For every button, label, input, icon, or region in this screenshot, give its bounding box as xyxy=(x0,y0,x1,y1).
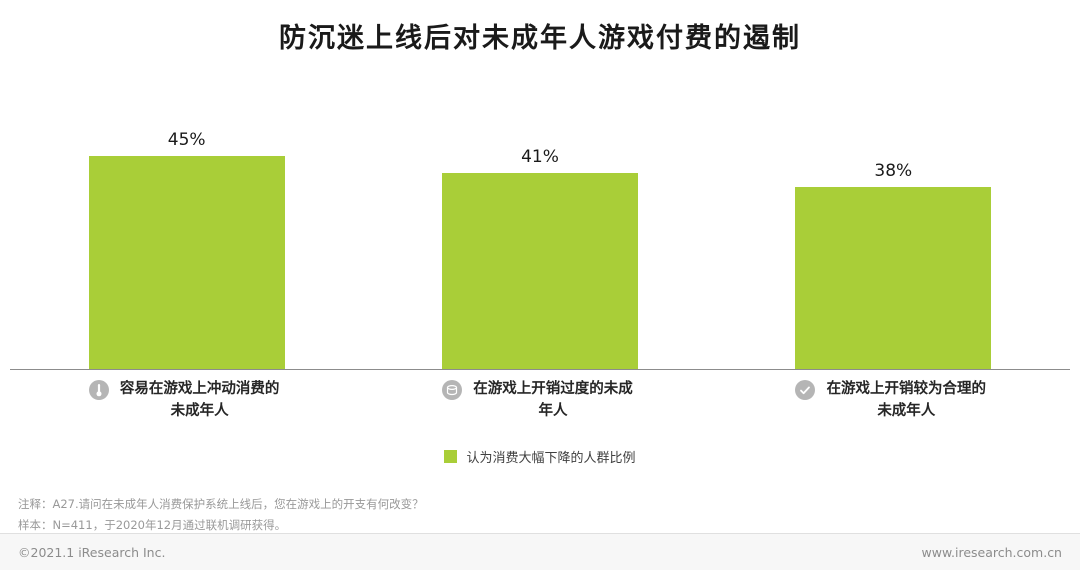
bar-group-2: 41% xyxy=(363,130,716,369)
legend-swatch xyxy=(444,450,458,463)
category-label: 在游戏上开销较为合理的未成年人 xyxy=(826,381,987,420)
chart-title: 防沉迷上线后对未成年人游戏付费的遏制 xyxy=(279,23,801,54)
category-2: 在游戏上开销过度的未成年人 xyxy=(363,378,716,423)
thermometer-icon xyxy=(88,380,109,400)
footnote-sample: 样本：N=411，于2020年12月通过联机调研获得。 xyxy=(18,518,287,533)
category-1: 容易在游戏上冲动消费的未成年人 xyxy=(10,378,363,423)
category-label: 容易在游戏上冲动消费的未成年人 xyxy=(119,381,280,420)
category-label: 在游戏上开销过度的未成年人 xyxy=(473,381,633,420)
plot-area: 45% 41% 38% xyxy=(10,130,1070,370)
footnotes: 注释：A27.请问在未成年人消费保护系统上线后，您在游戏上的开支有何改变？ 样本… xyxy=(18,494,1062,537)
bar-reasonable-spenders xyxy=(795,187,992,369)
bar-group-3: 38% xyxy=(717,130,1070,369)
legend-label: 认为消费大幅下降的人群比例 xyxy=(466,451,636,466)
bar-overspenders xyxy=(441,173,638,369)
bar-impulsive-spenders xyxy=(88,156,285,369)
website-link[interactable]: www.iresearch.com.cn xyxy=(921,544,1063,560)
bar-group-1: 45% xyxy=(10,130,363,369)
legend: 认为消费大幅下降的人群比例 xyxy=(0,447,1080,466)
footer-bar: ©2021.1 iResearch Inc. www.iresearch.com… xyxy=(0,533,1080,570)
category-labels: 容易在游戏上冲动消费的未成年人 在游戏上开销过度的未成年人 在游戏上开销较为合理… xyxy=(10,378,1070,423)
coins-icon xyxy=(441,380,462,400)
value-label: 41% xyxy=(521,147,559,168)
check-icon xyxy=(795,380,816,400)
footnote-question: 注释：A27.请问在未成年人消费保护系统上线后，您在游戏上的开支有何改变？ xyxy=(18,497,424,511)
value-label: 45% xyxy=(167,130,206,150)
copyright-text: ©2021.1 iResearch Inc. xyxy=(18,544,166,560)
category-3: 在游戏上开销较为合理的未成年人 xyxy=(717,378,1070,423)
value-label: 38% xyxy=(874,161,913,182)
